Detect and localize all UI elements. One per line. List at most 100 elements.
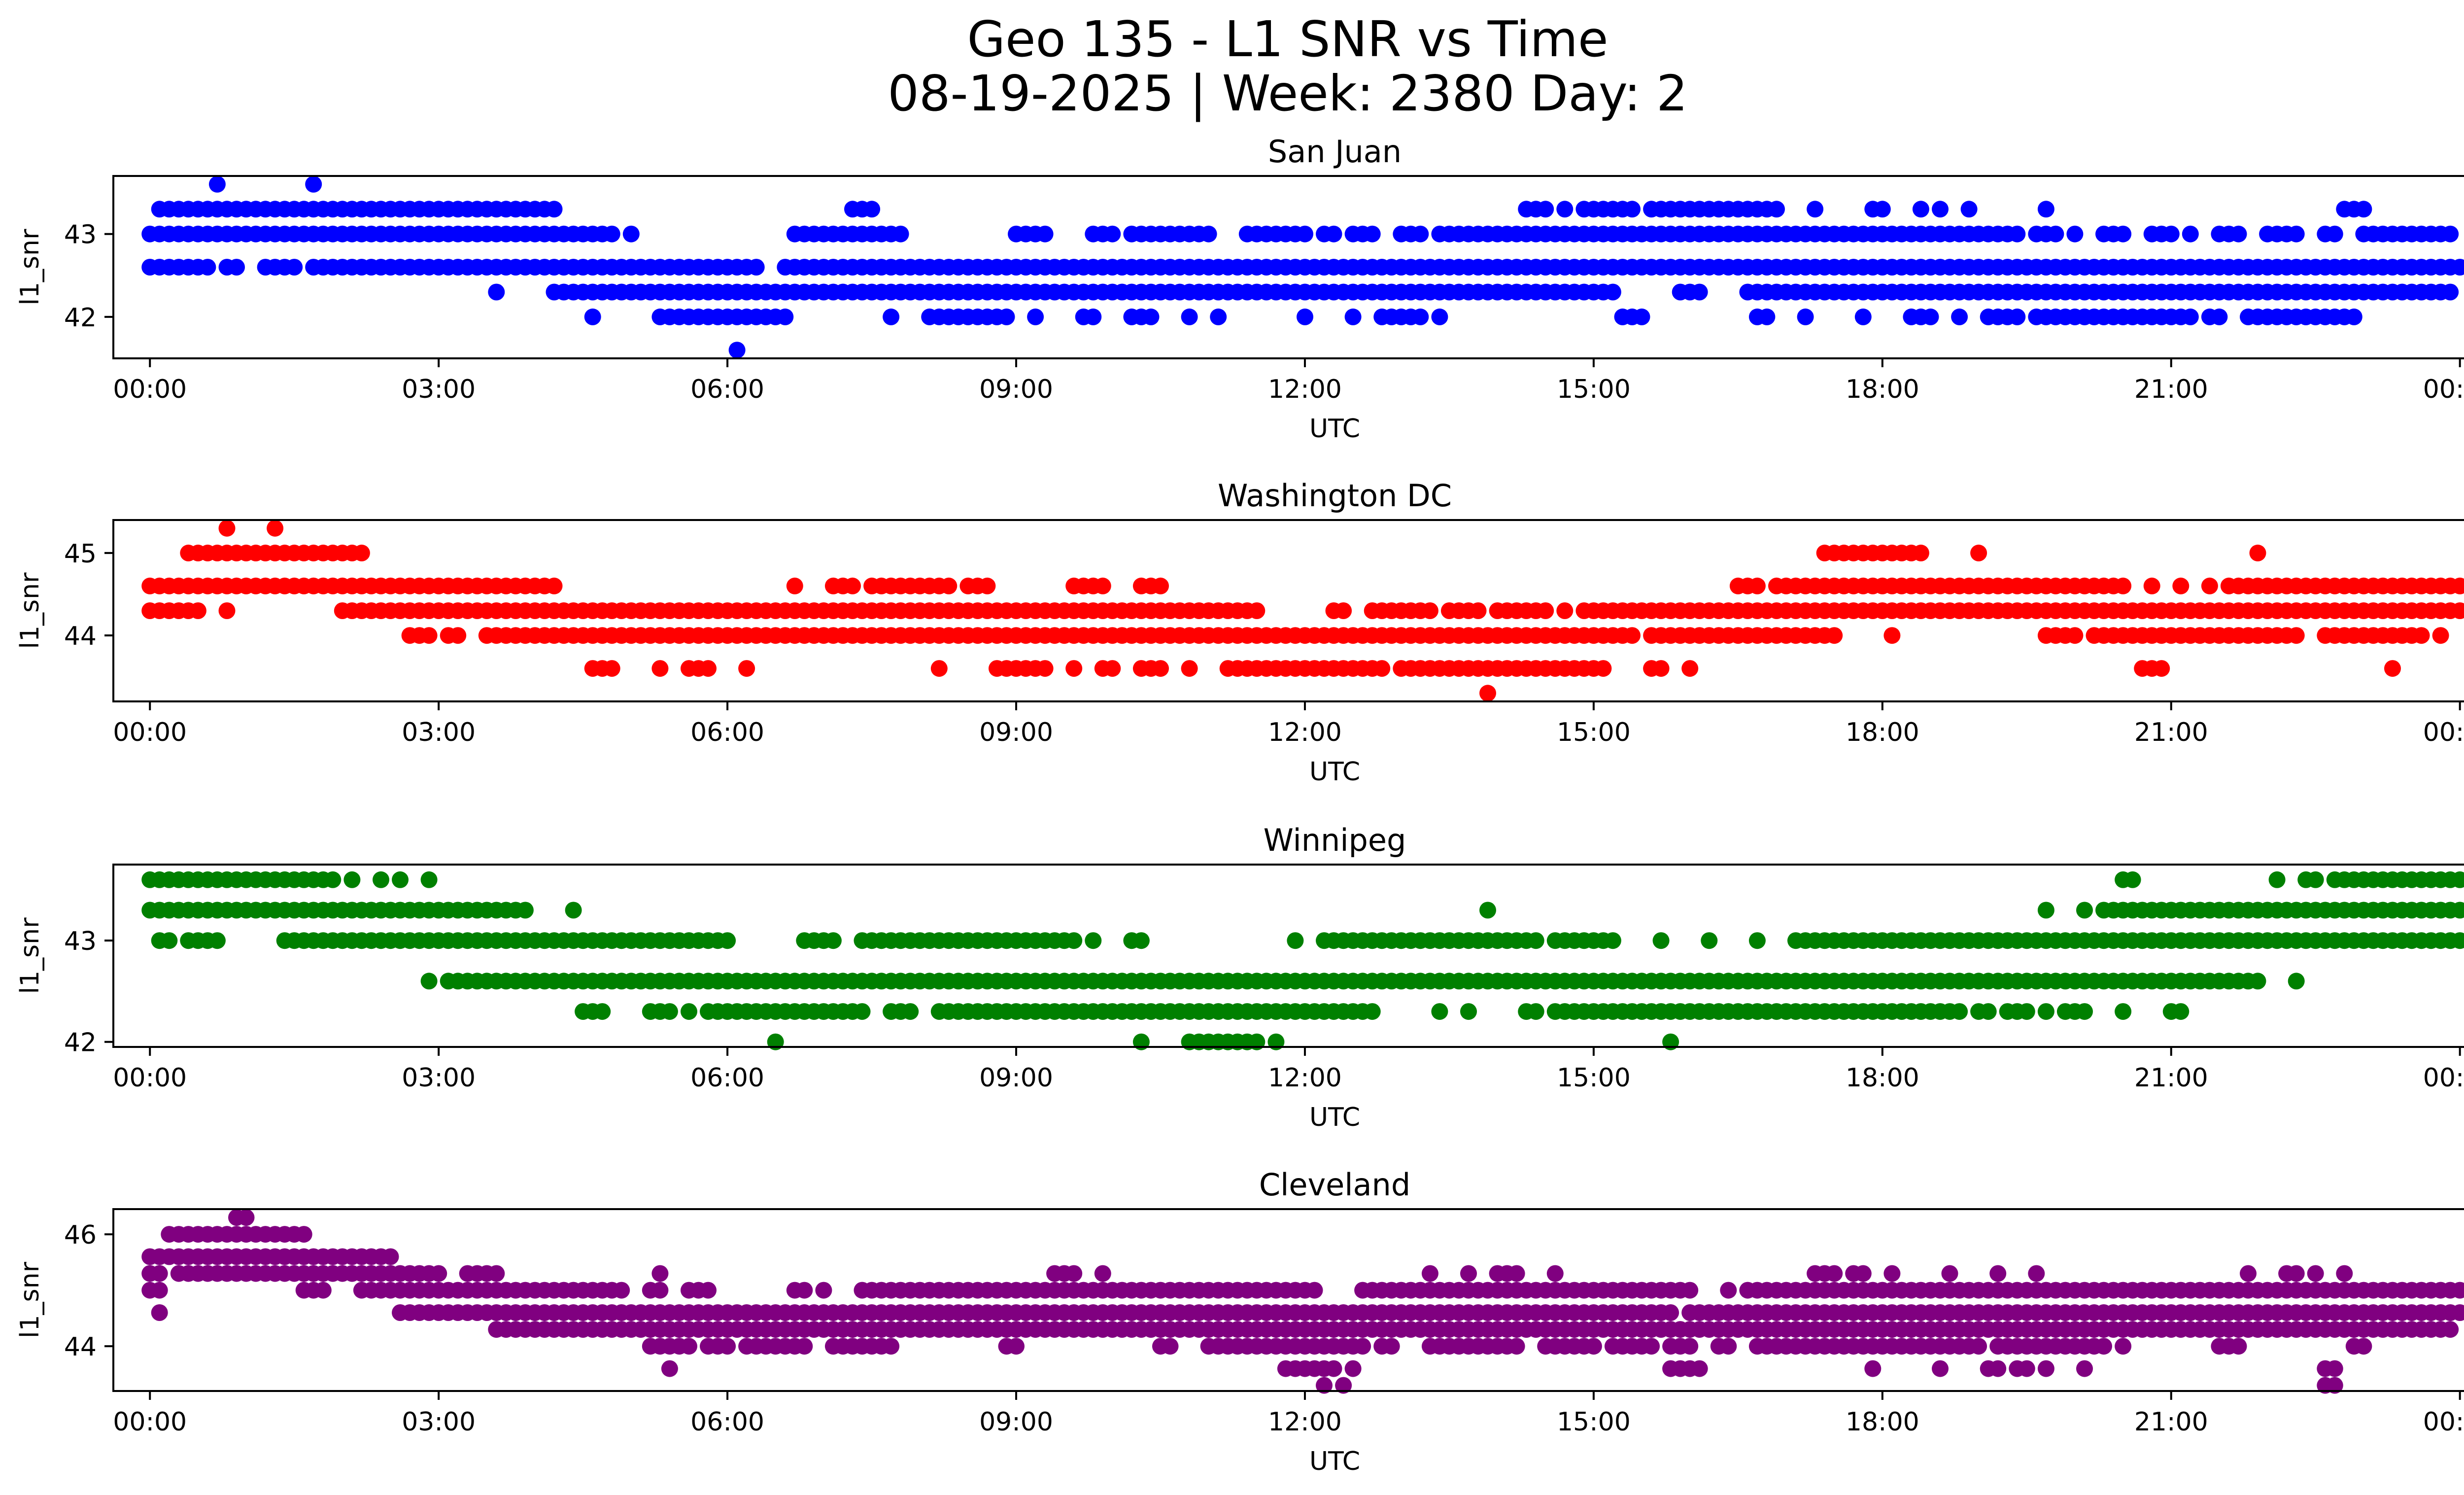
x-tick-label: 09:00 xyxy=(979,375,1053,404)
data-point xyxy=(844,577,861,594)
data-point xyxy=(1297,225,1313,243)
data-point xyxy=(603,225,620,243)
data-point xyxy=(353,544,370,561)
subplot-title: San Juan xyxy=(1268,134,1402,170)
x-tick-label: 09:00 xyxy=(979,718,1053,747)
data-point xyxy=(1431,1003,1448,1020)
data-point xyxy=(2355,1338,2372,1355)
data-point xyxy=(373,871,389,888)
x-tick-label: 09:00 xyxy=(979,1407,1053,1437)
data-point xyxy=(2307,1265,2324,1282)
data-point xyxy=(1604,283,1621,301)
data-point xyxy=(1181,660,1198,677)
data-point xyxy=(796,1338,813,1355)
data-point xyxy=(1306,1282,1323,1299)
data-point xyxy=(979,577,996,594)
x-tick-label: 06:00 xyxy=(690,1063,764,1093)
data-point xyxy=(1085,308,1102,325)
data-point xyxy=(2451,577,2464,594)
data-point xyxy=(1142,308,1160,325)
data-point xyxy=(382,1248,399,1265)
data-point xyxy=(2028,1265,2045,1282)
data-point xyxy=(1344,1360,1362,1377)
data-point xyxy=(1248,602,1266,619)
data-point xyxy=(295,1226,312,1243)
x-tick-label: 12:00 xyxy=(1268,375,1342,404)
subplot-title: Washington DC xyxy=(1218,478,1452,514)
data-point xyxy=(998,308,1015,325)
data-point xyxy=(1691,1360,1708,1377)
data-point xyxy=(2018,1360,2035,1377)
data-point xyxy=(1316,1377,1333,1394)
data-point xyxy=(1364,225,1381,243)
x-tick-label: 21:00 xyxy=(2134,1407,2208,1437)
x-tick-label: 18:00 xyxy=(1846,718,1919,747)
data-point xyxy=(267,520,284,537)
x-tick-label: 00:00 xyxy=(113,1063,187,1093)
data-point xyxy=(2413,627,2430,644)
data-point xyxy=(2201,577,2218,594)
x-axis-label: UTC xyxy=(1309,757,1360,787)
y-tick-label: 45 xyxy=(64,539,97,569)
data-point xyxy=(930,660,948,677)
data-point xyxy=(1701,932,1718,949)
y-tick-label: 42 xyxy=(64,1028,97,1058)
data-point xyxy=(2172,1003,2190,1020)
data-point xyxy=(902,1003,919,1020)
data-point xyxy=(2288,627,2305,644)
data-point xyxy=(1036,225,1054,243)
data-point xyxy=(738,660,755,677)
data-point xyxy=(1085,932,1102,949)
data-point xyxy=(796,1282,813,1299)
data-point xyxy=(1874,201,1891,218)
data-point xyxy=(661,1360,678,1377)
data-point xyxy=(324,871,342,888)
data-point xyxy=(2172,577,2190,594)
data-point xyxy=(1297,308,1313,325)
data-point xyxy=(2307,871,2324,888)
subplot-3: Winnipeg 00:00 03:00 06:00 09:00 12:00 15:00 18… xyxy=(15,822,2464,1132)
axes-frame xyxy=(112,175,2464,359)
data-point xyxy=(1036,660,1054,677)
data-point xyxy=(1748,932,1766,949)
data-point xyxy=(1162,1338,1179,1355)
y-tick-label: 44 xyxy=(64,1332,97,1362)
data-point xyxy=(2451,871,2464,888)
data-point xyxy=(815,1282,832,1299)
x-tick-label: 00:00 xyxy=(113,1407,187,1437)
data-point xyxy=(1335,1377,1352,1394)
data-point xyxy=(2162,225,2180,243)
data-point xyxy=(2115,577,2132,594)
data-point xyxy=(1210,308,1227,325)
data-point xyxy=(208,175,226,193)
data-point xyxy=(1883,627,1901,644)
data-point xyxy=(2451,902,2464,919)
data-point xyxy=(1883,1265,1901,1282)
data-point xyxy=(1460,1003,1477,1020)
x-tick-label: 03:00 xyxy=(402,718,476,747)
data-point xyxy=(2230,225,2247,243)
data-point xyxy=(1758,308,1776,325)
x-tick-label: 00:00 xyxy=(2423,375,2464,404)
data-point xyxy=(2143,577,2160,594)
figure-title: Geo 135 - L1 SNR vs Time xyxy=(967,10,1608,68)
data-point xyxy=(786,577,803,594)
data-point xyxy=(305,175,322,193)
data-point xyxy=(1065,1265,1083,1282)
data-point xyxy=(1546,1265,1564,1282)
data-point xyxy=(1807,201,1824,218)
data-point xyxy=(2451,1304,2464,1321)
data-point xyxy=(2288,973,2305,990)
data-point xyxy=(700,660,717,677)
x-tick-label: 15:00 xyxy=(1557,1063,1631,1093)
y-tick-label: 44 xyxy=(64,622,97,651)
data-point xyxy=(2153,660,2170,677)
data-point xyxy=(314,1282,332,1299)
data-point xyxy=(1431,308,1448,325)
data-point xyxy=(1604,932,1621,949)
data-point xyxy=(1527,932,1544,949)
data-points xyxy=(141,871,2464,1050)
data-point xyxy=(1989,1360,2007,1377)
data-point xyxy=(748,259,765,276)
